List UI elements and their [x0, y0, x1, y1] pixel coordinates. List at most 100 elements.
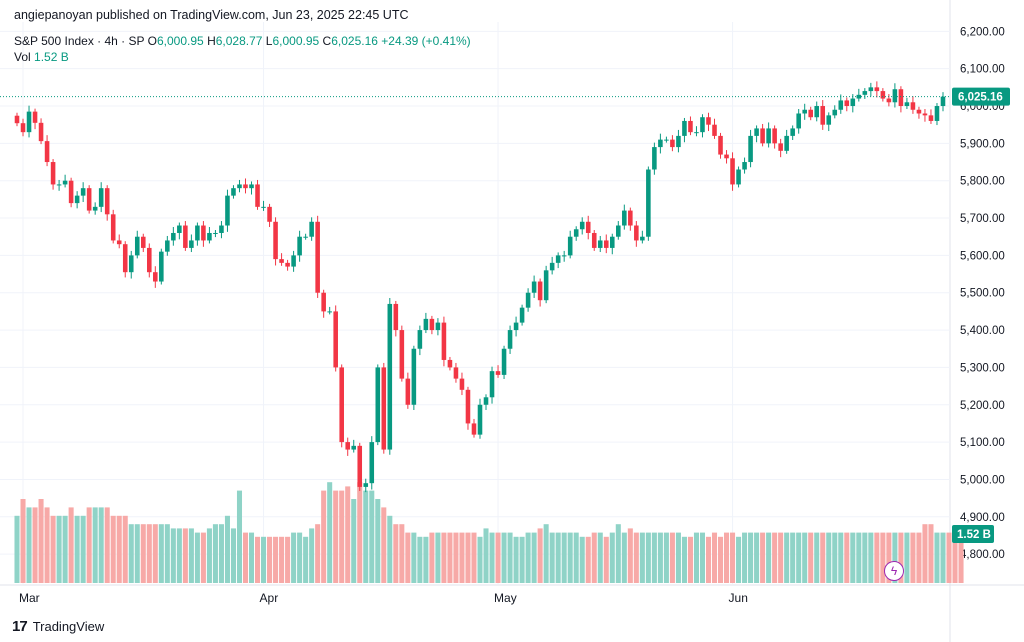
volume-bar [158, 524, 164, 583]
candle-body [585, 221, 591, 233]
volume-bar [585, 536, 591, 583]
symbol-name[interactable]: S&P 500 Index · 4h · SP [14, 34, 145, 48]
candle-body [122, 244, 128, 273]
candle-body [634, 225, 639, 241]
change-value: +24.39 (+0.41%) [381, 34, 471, 48]
volume-bar [814, 532, 820, 583]
volume-bar [429, 532, 435, 583]
volume-bar [339, 490, 345, 583]
volume-bar [351, 499, 357, 583]
replay-lightning-icon[interactable]: ϟ [884, 561, 904, 581]
candle-body [189, 240, 194, 248]
candle-body [772, 128, 777, 144]
close-value: 6,025.16 [331, 34, 378, 48]
candle-body [14, 115, 20, 124]
volume-bar [651, 532, 657, 583]
volume-bar [477, 536, 483, 583]
volume-bar [68, 507, 74, 583]
candle-body [670, 139, 675, 148]
candle-body [928, 115, 934, 121]
volume-value: 1.52 B [34, 50, 69, 64]
candle-body [694, 132, 699, 134]
volume-bar [489, 532, 495, 583]
volume-bar [38, 499, 44, 583]
volume-bar [687, 536, 693, 583]
volume-bar [170, 528, 176, 583]
volume-bar [501, 532, 507, 583]
volume-bar [693, 532, 699, 583]
volume-bar [218, 524, 224, 583]
price-tick-label: 5,600.00 [960, 250, 1005, 262]
candle-body [736, 169, 741, 185]
candle-body [159, 251, 164, 282]
price-tick-label: 5,000.00 [960, 474, 1005, 486]
candle-body [213, 232, 218, 234]
candle-body [760, 128, 765, 144]
candle-body [712, 124, 717, 136]
candle-body [790, 128, 795, 136]
candle-body [880, 91, 886, 99]
candle-body [80, 188, 86, 196]
candle-body [207, 232, 212, 241]
price-tick-label: 6,200.00 [960, 26, 1005, 38]
candle-body [477, 404, 483, 435]
volume-bar [110, 515, 116, 583]
volume-bar [56, 515, 62, 583]
volume-bar [465, 532, 471, 583]
volume-bar [940, 532, 946, 583]
volume-bar [874, 532, 880, 583]
candle-body [399, 330, 405, 379]
last-volume-label: 1.52 B [957, 529, 991, 541]
volume-bar [681, 536, 687, 583]
candle-body [74, 195, 80, 204]
volume-bar [910, 532, 916, 583]
price-tick-label: 5,400.00 [960, 325, 1005, 337]
volume-bar [279, 536, 285, 583]
candle-body [267, 206, 272, 222]
volume-bar [946, 532, 952, 583]
candle-body [273, 221, 278, 260]
tradingview-footer[interactable]: 17 TradingView [12, 618, 104, 635]
volume-bar [248, 532, 255, 583]
volume-bar [134, 524, 140, 583]
candle-body [892, 89, 898, 103]
candle-body [110, 214, 116, 241]
volume-bar [309, 528, 315, 583]
candle-body [934, 106, 940, 121]
volume-bar [435, 532, 441, 583]
candle-body [910, 102, 916, 110]
candle-body [381, 367, 387, 450]
candle-body [249, 184, 254, 189]
volume-bar [152, 524, 158, 583]
candle-body [832, 109, 838, 116]
price-tick-label: 5,900.00 [960, 138, 1005, 150]
candle-body [754, 128, 759, 136]
volume-bar [705, 536, 712, 583]
volume-bar [122, 515, 128, 583]
candle-body [579, 221, 585, 230]
volume-bar [357, 482, 363, 583]
volume-bar [808, 532, 814, 583]
candle-body [297, 236, 302, 256]
volume-bar [483, 528, 489, 583]
candle-body [766, 128, 771, 144]
volume-bar [868, 532, 874, 583]
candle-body [104, 188, 110, 215]
candle-body [351, 445, 357, 450]
candle-body [591, 232, 597, 248]
volume-bar [387, 515, 393, 583]
candle-body [128, 255, 134, 273]
volume-bar [242, 532, 249, 583]
candle-body [802, 109, 807, 114]
volume-bar [711, 532, 718, 583]
candle-body [844, 100, 850, 107]
candle-body [922, 113, 928, 116]
volume-bar [200, 532, 206, 583]
candle-body [603, 240, 609, 248]
volume-bar [80, 515, 86, 583]
volume-bar [375, 499, 381, 583]
volume-bar [567, 532, 573, 583]
candle-body [652, 147, 657, 170]
volume-bar [838, 532, 844, 583]
